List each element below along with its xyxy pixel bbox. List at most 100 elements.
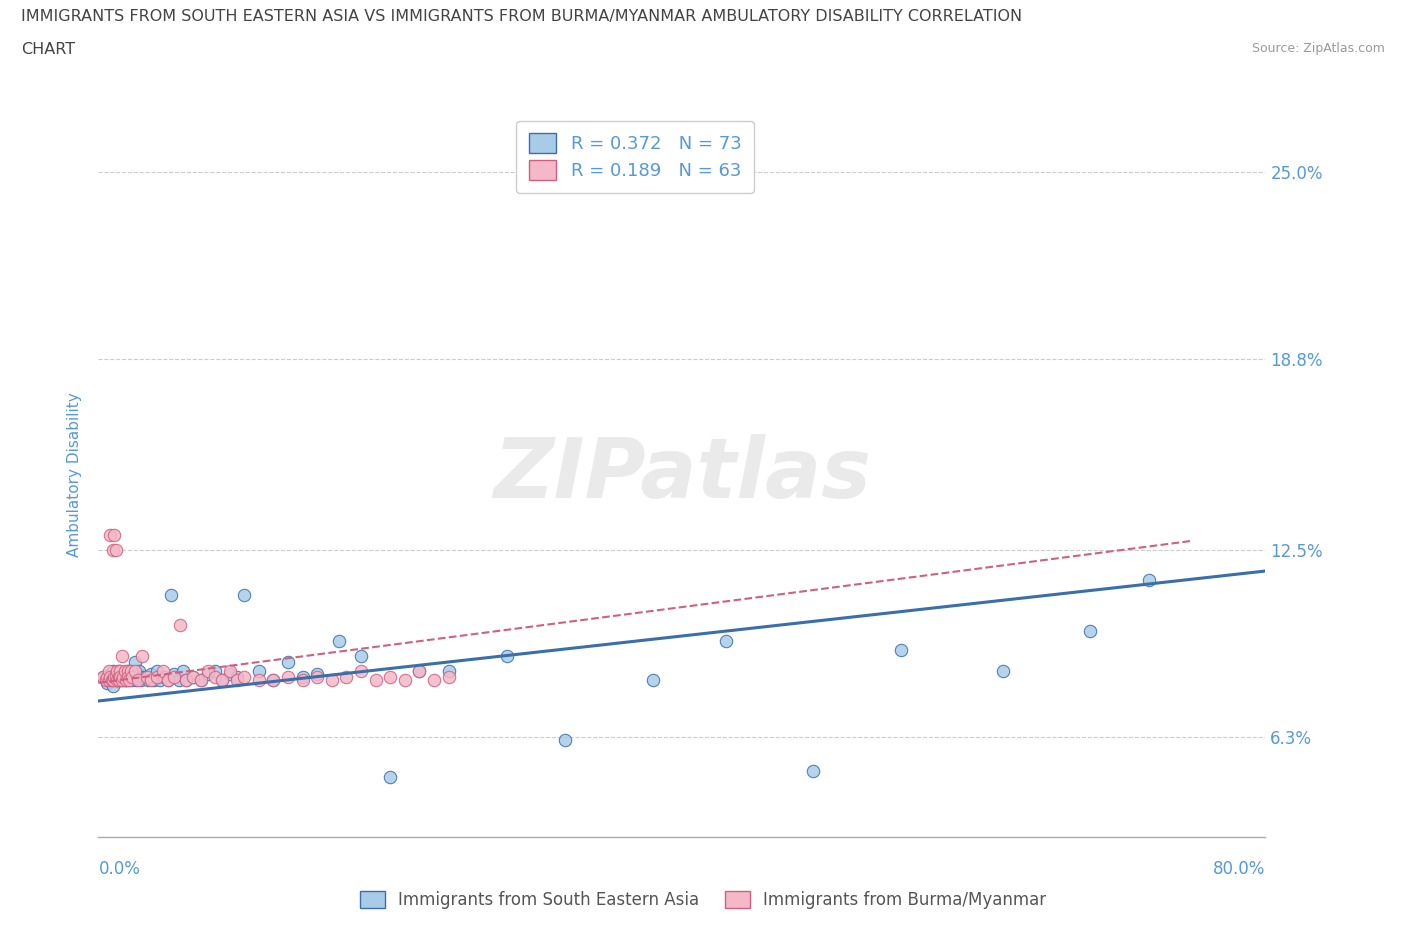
Point (110, 672, 132, 687)
Point (160, 588, 183, 603)
Point (211, 672, 233, 687)
Point (991, 663, 1014, 678)
Point (117, 670, 139, 684)
Point (117, 663, 139, 678)
Point (146, 663, 169, 678)
Point (121, 670, 143, 684)
Point (100, 672, 122, 687)
Point (1137, 573, 1160, 588)
Point (101, 679, 124, 694)
Point (247, 672, 270, 687)
Point (120, 663, 142, 678)
Text: 0.0%: 0.0% (98, 860, 141, 878)
Point (117, 663, 139, 678)
Point (114, 663, 136, 678)
Point (117, 670, 139, 684)
Point (197, 663, 219, 678)
Point (124, 663, 146, 678)
Point (124, 655, 146, 670)
Point (98, 527, 121, 542)
Point (169, 618, 191, 633)
Legend: Immigrants from South Eastern Asia, Immigrants from Burma/Myanmar: Immigrants from South Eastern Asia, Immi… (352, 883, 1054, 917)
Point (174, 672, 197, 687)
Point (105, 672, 128, 687)
Point (226, 672, 249, 687)
Point (291, 672, 314, 687)
Point (111, 648, 134, 663)
Point (335, 670, 357, 684)
Point (127, 666, 149, 681)
Point (139, 666, 162, 681)
Point (98, 670, 121, 684)
Point (105, 663, 128, 678)
Point (139, 672, 162, 687)
Point (103, 527, 125, 542)
Point (104, 672, 127, 687)
Point (423, 672, 446, 687)
Point (233, 670, 256, 684)
Point (127, 672, 149, 687)
Y-axis label: Ambulatory Disability: Ambulatory Disability (67, 392, 83, 557)
Point (149, 672, 172, 687)
Point (136, 672, 159, 687)
Point (307, 670, 329, 684)
Point (495, 648, 517, 663)
Point (131, 670, 153, 684)
Point (100, 672, 122, 687)
Point (321, 672, 343, 687)
Point (111, 672, 134, 687)
Point (114, 670, 136, 684)
Point (115, 672, 138, 687)
Point (94, 672, 117, 687)
Point (103, 670, 125, 684)
Legend: R = 0.372   N = 73, R = 0.189   N = 63: R = 0.372 N = 73, R = 0.189 N = 63 (516, 121, 754, 193)
Point (105, 672, 128, 687)
Point (91, 670, 114, 684)
Point (91, 670, 114, 684)
Point (277, 655, 299, 670)
Point (142, 672, 165, 687)
Text: ZIPatlas: ZIPatlas (494, 433, 870, 515)
Text: Source: ZipAtlas.com: Source: ZipAtlas.com (1251, 42, 1385, 55)
Point (121, 672, 143, 687)
Point (172, 663, 194, 678)
Point (801, 763, 824, 777)
Point (108, 672, 131, 687)
Point (104, 670, 127, 684)
Point (134, 670, 156, 684)
Point (103, 670, 125, 684)
Point (181, 670, 204, 684)
Point (174, 672, 197, 687)
Point (104, 666, 127, 681)
Text: 80.0%: 80.0% (1213, 860, 1265, 878)
Text: CHART: CHART (21, 42, 75, 57)
Point (364, 672, 387, 687)
Point (218, 663, 240, 678)
Point (104, 542, 127, 557)
Point (163, 666, 186, 681)
Point (115, 672, 138, 687)
Point (408, 663, 430, 678)
Point (111, 672, 134, 687)
Point (163, 670, 186, 684)
Point (97, 663, 120, 678)
Point (190, 672, 212, 687)
Point (277, 670, 299, 684)
Point (122, 670, 145, 684)
Text: IMMIGRANTS FROM SOUTH EASTERN ASIA VS IMMIGRANTS FROM BURMA/MYANMAR AMBULATORY D: IMMIGRANTS FROM SOUTH EASTERN ASIA VS IM… (21, 9, 1022, 24)
Point (112, 666, 135, 681)
Point (118, 672, 141, 687)
Point (350, 648, 373, 663)
Point (554, 733, 576, 748)
Point (97, 670, 120, 684)
Point (131, 648, 153, 663)
Point (108, 670, 131, 684)
Point (101, 663, 124, 678)
Point (114, 672, 136, 687)
Point (437, 663, 460, 678)
Point (108, 670, 131, 684)
Point (437, 670, 460, 684)
Point (890, 643, 912, 658)
Point (112, 670, 135, 684)
Point (226, 670, 249, 684)
